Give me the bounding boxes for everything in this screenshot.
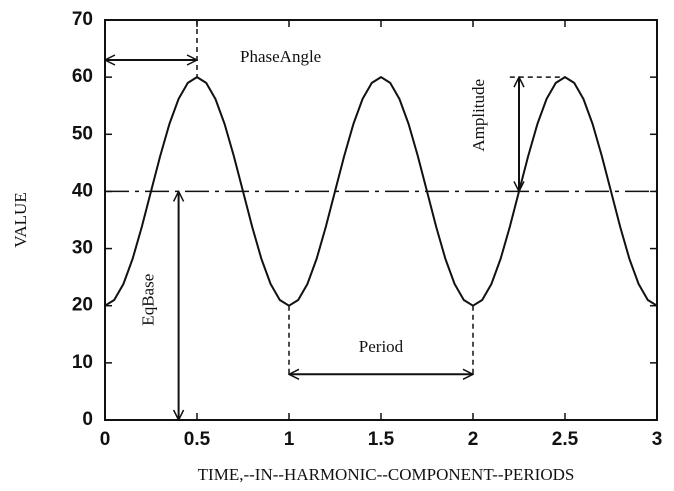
- annotation-label: EqBase: [139, 274, 158, 326]
- x-axis-title: TIME,--IN--HARMONIC--COMPONENT--PERIODS: [198, 465, 575, 484]
- annotation-label: Amplitude: [469, 79, 488, 152]
- annotation-label: PhaseAngle: [240, 47, 321, 66]
- x-tick-label: 0: [100, 429, 111, 450]
- x-tick-label: 3: [652, 429, 663, 450]
- annotation-label: Period: [359, 337, 404, 356]
- y-tick-label: 10: [72, 352, 93, 373]
- y-tick-label: 30: [72, 238, 93, 259]
- x-tick-label: 0.5: [184, 429, 211, 450]
- x-tick-label: 2: [468, 429, 479, 450]
- y-tick-label: 60: [72, 66, 93, 87]
- y-tick-label: 20: [72, 295, 93, 316]
- x-tick-label: 1.5: [368, 429, 395, 450]
- y-axis-title: VALUE: [11, 192, 30, 247]
- y-tick-label: 70: [72, 9, 93, 30]
- plot-frame: [104, 19, 658, 421]
- y-tick-label: 0: [82, 409, 93, 430]
- x-tick-label: 1: [284, 429, 295, 450]
- y-tick-label: 40: [72, 180, 93, 201]
- y-tick-label: 50: [72, 123, 93, 144]
- x-tick-label: 2.5: [552, 429, 579, 450]
